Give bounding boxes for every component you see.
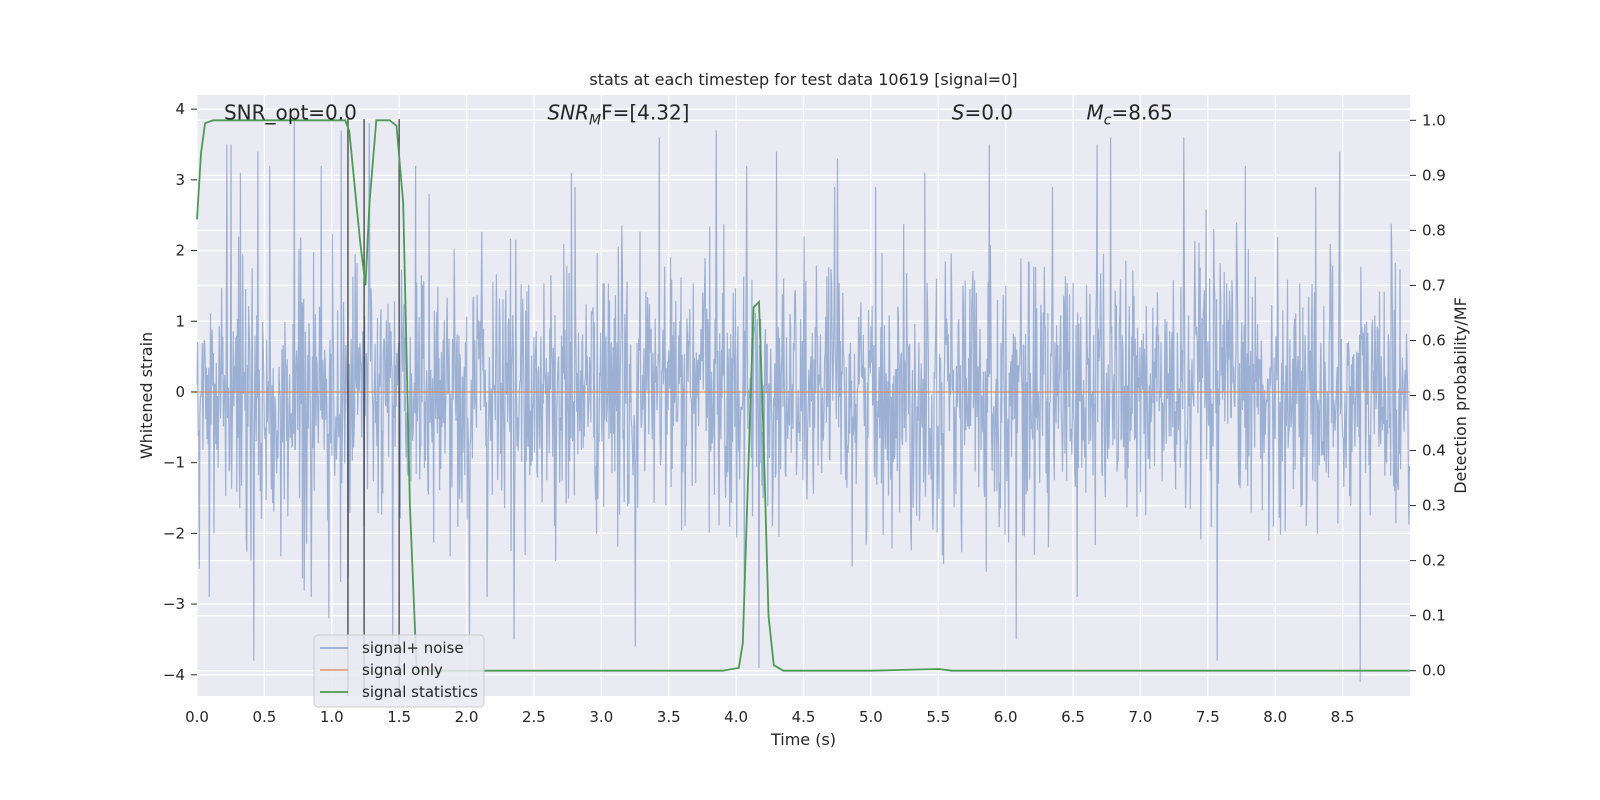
legend: signal+ noise signal only signal statistic…	[313, 634, 485, 708]
y2-tick-label-0: 1.0	[1422, 111, 1446, 129]
x-tick-label-6: 3.0	[589, 708, 613, 726]
y-axis-label: Whitened strain	[137, 332, 156, 459]
y-tick-label-1: 3	[175, 171, 185, 189]
vertical-markers	[347, 119, 400, 696]
x-tick-label-10: 5.0	[859, 708, 883, 726]
y2-tick-label-8: 0.2	[1422, 552, 1446, 570]
annotation-0: SNR_opt=0.0	[224, 101, 357, 125]
y2-tick-label-6: 0.4	[1422, 442, 1446, 460]
x-tick-label-13: 6.5	[1061, 708, 1085, 726]
x-tick-label-5: 2.5	[522, 708, 546, 726]
annotation-3: Mc=8.65	[1087, 101, 1173, 129]
y2-tick-label-3: 0.7	[1422, 276, 1446, 294]
x-tick-label-3: 1.5	[387, 708, 411, 726]
y-tick-label-8: −4	[163, 666, 185, 684]
y2-tick-label-10: 0.0	[1422, 662, 1446, 680]
y-tick-label-0: 4	[175, 100, 185, 118]
x-tick-label-2: 1.0	[320, 708, 344, 726]
x-tick-label-12: 6.0	[994, 708, 1018, 726]
y-tick-label-4: 0	[175, 383, 185, 401]
y-tick-label-5: −1	[163, 454, 185, 472]
x-tick-label-14: 7.0	[1129, 708, 1153, 726]
y2-tick-label-1: 0.9	[1422, 166, 1446, 184]
annotations: SNR_opt=0.0 SNRMF=[4.32] S=0.0 Mc=8.65	[224, 101, 1173, 129]
x-tick-label-16: 8.0	[1263, 708, 1287, 726]
y2-axis-label: Detection probability/MF	[1451, 297, 1470, 494]
annotation-1: SNRMF=[4.32]	[547, 101, 689, 129]
y2-tick-label-4: 0.6	[1422, 331, 1446, 349]
legend-label-0: signal+ noise	[362, 639, 464, 657]
legend-label-2: signal statistics	[362, 683, 478, 701]
y2-tick-label-2: 0.8	[1422, 221, 1446, 239]
x-tick-label-4: 2.0	[455, 708, 479, 726]
x-axis-ticks: 0.0 0.5 1.0 1.5 2.0 2.5 3.0 3.5 4.0 4.5 5.0 5.5 6.0 6…	[185, 708, 1354, 726]
x-tick-label-8: 4.0	[724, 708, 748, 726]
y2-axis-ticks: 1.0 0.9 0.8 0.7 0.6 0.5 0.4 0.3 0.2 0.1 0.0	[1410, 111, 1446, 680]
y-tick-label-6: −2	[163, 524, 185, 542]
annotation-2: S=0.0	[952, 101, 1013, 125]
x-tick-label-7: 3.5	[657, 708, 681, 726]
x-tick-label-15: 7.5	[1196, 708, 1220, 726]
x-tick-label-11: 5.5	[926, 708, 950, 726]
x-tick-label-0: 0.0	[185, 708, 209, 726]
y2-tick-label-7: 0.3	[1422, 497, 1446, 515]
x-axis-label: Time (s)	[770, 730, 836, 749]
x-tick-label-17: 8.5	[1331, 708, 1355, 726]
series-signal-statistics	[196, 119, 1410, 672]
chart-title: stats at each timestep for test data 106…	[589, 70, 1017, 89]
y-tick-label-3: 1	[175, 312, 185, 330]
legend-box	[313, 634, 485, 708]
y2-tick-label-9: 0.1	[1422, 607, 1446, 625]
y2-tick-label-5: 0.5	[1422, 387, 1446, 405]
series-line-signal-statistics	[196, 119, 1410, 672]
y-axis-ticks: 4 3 2 1 0 −1 −2 −3 −4	[163, 100, 197, 684]
x-tick-label-1: 0.5	[252, 708, 276, 726]
legend-label-1: signal only	[362, 661, 443, 679]
y-tick-label-2: 2	[175, 242, 185, 260]
x-tick-label-9: 4.5	[792, 708, 816, 726]
y-tick-label-7: −3	[163, 595, 185, 613]
